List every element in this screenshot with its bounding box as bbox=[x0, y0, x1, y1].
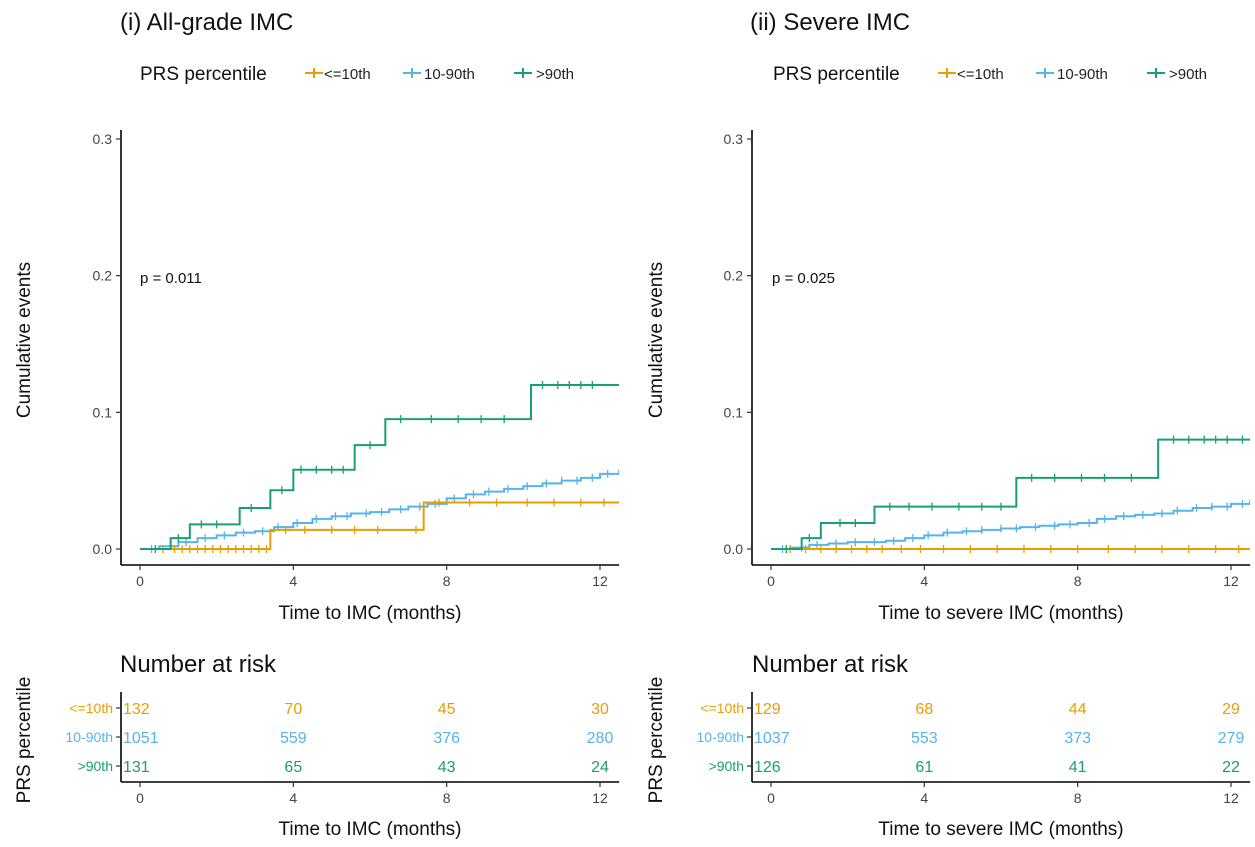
x-tick-label: 4 bbox=[289, 573, 297, 589]
km-curve bbox=[140, 501, 620, 550]
risk-table-title: Number at risk bbox=[120, 651, 277, 678]
risk-cell: 65 bbox=[284, 759, 302, 776]
risk-x-tick-label: 8 bbox=[1074, 790, 1082, 806]
x-tick-label: 12 bbox=[592, 573, 608, 589]
risk-x-axis-label: Time to severe IMC (months) bbox=[878, 819, 1123, 840]
series-mid bbox=[771, 499, 1251, 553]
risk-x-tick-label: 4 bbox=[289, 790, 297, 806]
risk-cell: 373 bbox=[1064, 730, 1091, 747]
risk-cell: 1051 bbox=[123, 730, 159, 747]
risk-row-label: <=10th bbox=[69, 700, 113, 716]
y-tick-label: 0.2 bbox=[724, 268, 744, 284]
x-tick-label: 4 bbox=[920, 573, 928, 589]
risk-y-axis-label: PRS percentile bbox=[646, 677, 667, 804]
x-tick-label: 12 bbox=[1223, 573, 1239, 589]
km-curve bbox=[140, 384, 620, 550]
y-tick-label: 0.1 bbox=[724, 404, 744, 420]
km-curve bbox=[771, 438, 1251, 550]
km-curve bbox=[140, 469, 620, 550]
chart-title: (i) All-grade IMC bbox=[120, 9, 293, 36]
risk-cell: 126 bbox=[754, 759, 781, 776]
risk-row-label: >90th bbox=[709, 758, 744, 774]
p-value-annotation: p = 0.025 bbox=[772, 270, 835, 287]
series-low bbox=[771, 545, 1251, 553]
risk-cell: 24 bbox=[591, 759, 609, 776]
risk-cell: 45 bbox=[438, 701, 456, 718]
risk-cell: 132 bbox=[123, 701, 150, 718]
legend-entry: <=10th bbox=[324, 66, 371, 83]
risk-cell: 280 bbox=[587, 730, 614, 747]
y-tick-label: 0.0 bbox=[93, 541, 113, 557]
legend-entry: <=10th bbox=[957, 66, 1004, 83]
risk-cell: 29 bbox=[1222, 701, 1240, 718]
x-tick-label: 8 bbox=[443, 573, 451, 589]
legend: PRS percentile <=10th 10-90th >90th bbox=[773, 64, 1207, 85]
chart-title: (ii) Severe IMC bbox=[750, 9, 910, 36]
series-high bbox=[140, 381, 620, 553]
y-tick-label: 0.0 bbox=[724, 541, 744, 557]
risk-cell: 22 bbox=[1222, 759, 1240, 776]
x-tick-label: 0 bbox=[136, 573, 144, 589]
risk-x-tick-label: 0 bbox=[136, 790, 144, 806]
risk-row-label: >90th bbox=[78, 758, 113, 774]
series-low bbox=[140, 498, 620, 553]
x-tick-label: 8 bbox=[1074, 573, 1082, 589]
risk-cell: 70 bbox=[284, 701, 302, 718]
risk-table-title: Number at risk bbox=[752, 651, 909, 678]
risk-cell: 41 bbox=[1069, 759, 1087, 776]
legend-entry: 10-90th bbox=[1057, 66, 1108, 83]
legend-entry: >90th bbox=[536, 66, 574, 83]
risk-row-label: 10-90th bbox=[697, 729, 744, 745]
risk-cell: 553 bbox=[911, 730, 938, 747]
risk-row-label: <=10th bbox=[700, 700, 744, 716]
legend-entry: >90th bbox=[1169, 66, 1207, 83]
risk-cell: 68 bbox=[915, 701, 933, 718]
risk-x-tick-label: 8 bbox=[443, 790, 451, 806]
y-tick-label: 0.3 bbox=[93, 131, 113, 147]
risk-x-tick-label: 12 bbox=[592, 790, 608, 806]
x-tick-label: 0 bbox=[767, 573, 775, 589]
risk-cell: 1037 bbox=[754, 730, 790, 747]
legend-title: PRS percentile bbox=[140, 64, 267, 85]
y-axis-label: Cumulative events bbox=[14, 262, 35, 418]
risk-cell: 131 bbox=[123, 759, 150, 776]
legend: PRS percentile <=10th 10-90th >90th bbox=[140, 64, 574, 85]
x-axis-label: Time to IMC (months) bbox=[279, 603, 462, 624]
risk-cell: 559 bbox=[280, 730, 307, 747]
series-high bbox=[771, 435, 1251, 553]
km-curve bbox=[771, 499, 1251, 550]
risk-x-tick-label: 4 bbox=[920, 790, 928, 806]
risk-cell: 43 bbox=[438, 759, 456, 776]
series-mid bbox=[140, 469, 620, 553]
p-value-annotation: p = 0.011 bbox=[140, 270, 202, 287]
y-tick-label: 0.1 bbox=[93, 404, 113, 420]
risk-cell: 61 bbox=[915, 759, 933, 776]
risk-cell: 44 bbox=[1069, 701, 1087, 718]
risk-cell: 376 bbox=[433, 730, 460, 747]
risk-x-axis-label: Time to IMC (months) bbox=[279, 819, 462, 840]
risk-cell: 30 bbox=[591, 701, 609, 718]
risk-row-label: 10-90th bbox=[66, 729, 113, 745]
x-axis-label: Time to severe IMC (months) bbox=[878, 603, 1123, 624]
y-tick-label: 0.3 bbox=[724, 131, 744, 147]
legend-title: PRS percentile bbox=[773, 64, 900, 85]
risk-y-axis-label: PRS percentile bbox=[14, 677, 35, 804]
risk-cell: 129 bbox=[754, 701, 781, 718]
y-axis-label: Cumulative events bbox=[646, 262, 667, 418]
risk-cell: 279 bbox=[1218, 730, 1245, 747]
legend-entry: 10-90th bbox=[424, 66, 475, 83]
risk-x-tick-label: 12 bbox=[1223, 790, 1239, 806]
risk-x-tick-label: 0 bbox=[767, 790, 775, 806]
y-tick-label: 0.2 bbox=[93, 268, 113, 284]
